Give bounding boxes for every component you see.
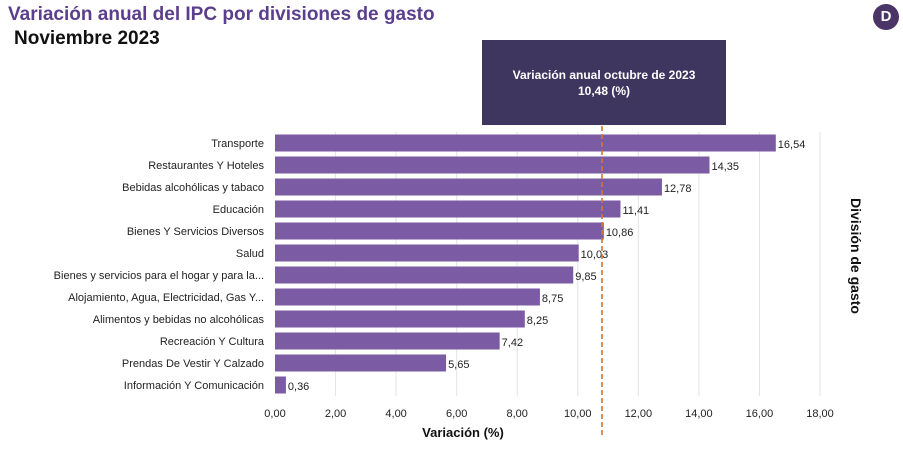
y-axis-title: División de gasto xyxy=(848,198,864,314)
bar xyxy=(275,156,710,174)
x-tick-label: 12,00 xyxy=(625,408,653,420)
data-label: 10,03 xyxy=(581,249,609,261)
data-label: 8,75 xyxy=(542,293,563,305)
bar xyxy=(275,200,621,218)
category-label: Información Y Comunicación xyxy=(124,380,264,392)
data-label: 11,41 xyxy=(622,205,649,217)
x-tick-label: 2,00 xyxy=(325,408,346,420)
category-label: Prendas De Vestir Y Calzado xyxy=(122,358,264,370)
x-tick-label: 18,00 xyxy=(806,408,834,420)
chart-title: Variación anual del IPC por divisiones d… xyxy=(8,4,435,25)
x-axis-title: Variación (%) xyxy=(422,425,504,440)
category-label: Bienes y servicios para el hogar y para … xyxy=(54,270,264,282)
x-tick-label: 4,00 xyxy=(385,408,406,420)
category-label: Alimentos y bebidas no alcohólicas xyxy=(93,314,265,326)
x-tick-label: 16,00 xyxy=(746,408,774,420)
x-tick-label: 10,00 xyxy=(564,408,592,420)
reference-annotation: Variación anual octubre de 2023 10,48 (%… xyxy=(482,40,726,125)
reference-annotation-value: 10,48 (%) xyxy=(577,83,631,98)
bar xyxy=(275,222,604,240)
data-label: 5,65 xyxy=(448,359,469,371)
x-tick-label: 14,00 xyxy=(685,408,713,420)
bar xyxy=(275,354,447,372)
reference-annotation-title: Variación anual octubre de 2023 xyxy=(512,67,696,82)
bar xyxy=(275,178,662,196)
data-label: 10,86 xyxy=(606,227,634,239)
bar xyxy=(275,244,579,262)
x-tick-label: 0,00 xyxy=(264,408,285,420)
data-label: 12,78 xyxy=(664,183,692,195)
bar xyxy=(275,310,525,328)
category-label: Recreación Y Cultura xyxy=(160,336,265,348)
data-label: 8,25 xyxy=(527,315,548,327)
data-label: 9,85 xyxy=(575,271,596,283)
chart-subtitle: Noviembre 2023 xyxy=(14,28,160,49)
x-tick-label: 6,00 xyxy=(446,408,467,420)
bar xyxy=(275,332,500,350)
data-label: 7,42 xyxy=(502,337,523,349)
category-label: Salud xyxy=(236,248,264,260)
category-label: Restaurantes Y Hoteles xyxy=(148,160,264,172)
category-label: Educación xyxy=(213,204,264,216)
bar xyxy=(275,134,776,152)
bar xyxy=(275,266,574,284)
brand-logo: D xyxy=(873,4,899,30)
data-label: 14,35 xyxy=(711,161,739,173)
bar xyxy=(275,376,286,394)
data-label: 16,54 xyxy=(778,139,806,151)
x-tick-label: 8,00 xyxy=(507,408,528,420)
category-label: Bienes Y Servicios Diversos xyxy=(127,226,265,238)
category-label: Bebidas alcohólicas y tabaco xyxy=(122,182,264,194)
bar xyxy=(275,288,540,306)
category-label: Transporte xyxy=(211,138,264,150)
category-label: Alojamiento, Agua, Electricidad, Gas Y..… xyxy=(68,292,264,304)
data-label: 0,36 xyxy=(288,381,309,393)
